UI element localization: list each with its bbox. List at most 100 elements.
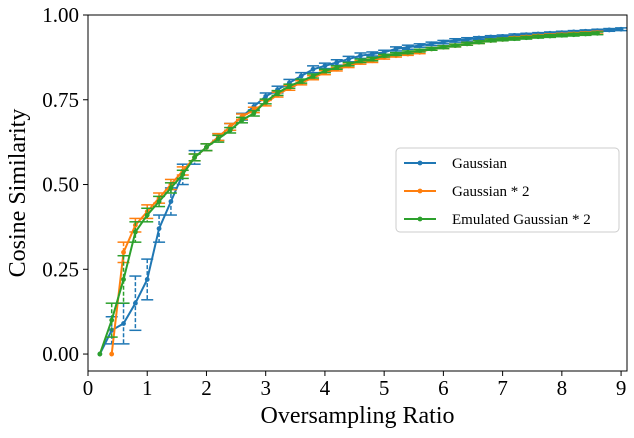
y-axis: 0.00 0.25 0.50 0.75 1.00 [42,3,88,366]
data-point [476,35,482,41]
legend-label: Gaussian [452,156,507,172]
data-point [464,37,470,42]
data-point [488,38,494,43]
x-tick-label: 9 [616,376,627,400]
y-axis-label: Cosine Similarity [5,109,31,278]
data-point [144,277,150,282]
data-point [298,73,304,79]
data-point [144,212,150,218]
data-point [429,41,434,47]
data-point [346,61,352,67]
data-point [464,41,470,47]
data-point [204,144,209,150]
data-point [417,48,423,53]
x-tick-label: 5 [379,376,390,400]
data-point [452,38,458,43]
data-point [523,35,529,41]
legend-marker [417,160,423,166]
y-tick-label: 0.75 [42,88,79,112]
x-tick-label: 8 [557,376,568,400]
data-point [583,31,588,37]
data-point [298,78,304,84]
error-bar [153,195,166,208]
data-point [512,36,517,42]
data-point [606,27,612,33]
data-point [535,34,541,40]
data-point [429,46,434,52]
data-point [180,171,186,177]
data-point [476,39,482,45]
data-point [168,185,174,191]
error-bar [105,302,118,338]
data-point [358,58,363,64]
data-point [263,93,269,99]
data-point [440,39,446,45]
x-tick-label: 6 [438,376,449,400]
data-point [109,351,115,357]
data-point [156,199,162,204]
data-point [381,49,387,55]
series-layer [97,26,628,357]
data-point [358,53,363,59]
data-point [121,321,126,326]
data-point [97,351,103,357]
x-axis-label: Oversampling Ratio [261,403,455,429]
data-point [227,127,233,133]
error-bar [176,169,189,180]
data-point [192,155,198,160]
data-point [369,51,375,57]
data-point [440,44,446,50]
data-point [156,226,162,232]
legend-marker [417,188,423,194]
data-point [559,32,565,38]
legend: Gaussian Gaussian * 2 Emulated Gaussian * … [395,147,620,233]
data-point [334,65,340,70]
data-point [286,83,292,89]
data-point [405,49,411,55]
legend-item: Gaussian * 2 [404,184,530,200]
data-point [618,26,624,32]
data-point [405,44,411,50]
data-point [132,229,138,235]
data-point [500,37,506,42]
data-point [263,99,269,104]
data-point [381,53,387,59]
data-point [322,68,328,74]
y-tick-label: 1.00 [42,3,79,27]
data-point [121,249,126,255]
data-point [346,56,352,62]
data-point [452,43,458,48]
data-point [393,51,399,57]
x-axis: 0 1 2 3 4 5 6 7 8 9 [83,371,627,400]
data-point [310,66,316,72]
data-point [310,73,316,79]
data-point [132,300,138,306]
legend-item: Gaussian [404,156,507,172]
y-tick-label: 0.00 [42,342,79,366]
error-bar [164,182,177,194]
x-tick-label: 3 [260,376,271,400]
data-point [215,136,221,142]
x-tick-label: 0 [83,376,94,400]
data-point [594,30,600,36]
legend-box [395,147,620,233]
y-tick-label: 0.50 [42,173,79,197]
data-point [322,63,328,69]
x-tick-label: 4 [320,376,331,400]
data-point [571,32,577,38]
data-point [121,277,126,282]
data-point [239,117,245,123]
data-point [334,60,340,65]
legend-item: Emulated Gaussian * 2 [404,212,591,228]
data-point [417,43,423,48]
legend-label: Emulated Gaussian * 2 [452,212,591,228]
data-point [251,110,257,116]
error-bar [117,254,130,304]
error-bar [129,221,142,243]
legend-label: Gaussian * 2 [452,184,530,200]
x-tick-label: 2 [201,376,212,400]
x-tick-label: 7 [497,376,508,400]
series-3 [97,30,604,357]
data-point [369,56,375,62]
